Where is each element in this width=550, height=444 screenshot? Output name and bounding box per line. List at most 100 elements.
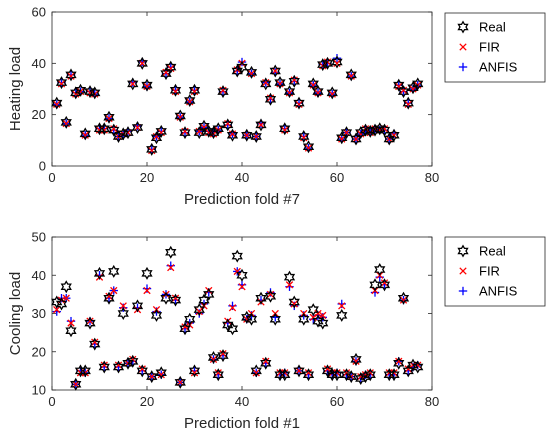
point-fir — [228, 304, 237, 312]
x-tick-label: 60 — [330, 170, 344, 185]
point-fir — [309, 313, 317, 321]
point-fir — [114, 361, 123, 369]
point-fir — [53, 306, 61, 314]
x-tick-label: 80 — [425, 394, 439, 409]
data-points — [51, 246, 423, 391]
point-fir — [290, 300, 298, 308]
x-tick-label: 0 — [48, 170, 55, 185]
point-fir — [105, 114, 113, 123]
point-fir — [72, 90, 80, 98]
point-fir — [404, 100, 412, 109]
legend: Real FIR ANFIS — [444, 12, 546, 83]
legend-label: FIR — [479, 264, 500, 279]
y-tick-label: 40 — [32, 56, 46, 71]
point-fir — [304, 369, 313, 377]
point-fir — [233, 267, 241, 276]
y-tick-label: 40 — [32, 268, 46, 283]
y-tick-label: 20 — [32, 107, 46, 122]
point-fir — [224, 119, 232, 128]
point-fir — [247, 69, 256, 78]
point-fir — [181, 127, 189, 136]
y-axis-label: Cooling load — [7, 272, 24, 355]
plot-area — [51, 11, 433, 167]
point-fir — [91, 338, 99, 346]
point-fir — [205, 286, 213, 295]
point-fir — [190, 369, 199, 377]
legend-marker-x — [459, 267, 467, 275]
y-tick-label: 0 — [39, 159, 46, 174]
point-fir — [209, 355, 218, 364]
point-fir — [395, 357, 403, 365]
point-fir — [309, 81, 317, 89]
point-fir — [328, 90, 336, 98]
point-fir — [167, 263, 175, 272]
point-fir — [176, 113, 184, 121]
y-tick-label: 20 — [32, 344, 46, 359]
point-fir — [314, 89, 322, 97]
point-fir — [338, 135, 346, 143]
point-fir — [224, 317, 232, 325]
legend-marker-+ — [458, 286, 468, 296]
point-fir — [399, 296, 408, 304]
point-fir — [238, 59, 246, 67]
point-fir — [380, 279, 389, 287]
x-axis-label: Prediction fold #1 — [184, 415, 300, 432]
point-fir — [195, 307, 203, 316]
point-fir — [319, 311, 327, 320]
point-fir — [186, 98, 194, 106]
y-axis-label: Heating load — [7, 47, 24, 131]
legend-marker-+ — [458, 62, 468, 72]
point-fir — [100, 126, 108, 134]
point-fir — [190, 87, 199, 96]
y-tick-label: 50 — [32, 230, 46, 245]
point-fir — [171, 294, 180, 302]
chart-panel-1: 0 20 40 60 80 0 20 40 60 Prediction fold #7 Heatin… — [7, 5, 546, 208]
point-fir — [81, 131, 89, 139]
point-anfis — [332, 54, 342, 63]
point-fir — [262, 78, 270, 87]
x-tick-label: 20 — [140, 394, 154, 409]
point-fir — [281, 126, 289, 134]
y-tick-label: 30 — [32, 306, 46, 321]
point-fir — [295, 100, 303, 109]
legend-label: FIR — [479, 40, 500, 55]
plot-area — [51, 236, 433, 391]
point-fir — [67, 72, 75, 80]
point-fir — [143, 286, 151, 295]
point-fir — [219, 86, 227, 94]
point-fir — [404, 365, 412, 373]
point-fir — [276, 80, 284, 88]
point-fir — [133, 306, 142, 314]
legend: Real FIR ANFIS — [444, 236, 546, 307]
x-tick-label: 0 — [48, 394, 55, 409]
point-fir — [143, 82, 151, 91]
y-tick-label: 10 — [32, 383, 46, 398]
point-fir — [129, 355, 137, 364]
point-fir — [67, 319, 75, 327]
legend-label: ANFIS — [479, 284, 518, 299]
point-fir — [266, 94, 275, 102]
point-fir — [262, 357, 270, 365]
point-fir — [53, 100, 61, 109]
point-fir — [314, 309, 322, 318]
point-fir — [352, 357, 360, 365]
point-fir — [162, 290, 170, 299]
point-fir — [257, 298, 265, 306]
point-fir — [323, 365, 332, 373]
point-fir — [110, 125, 118, 133]
legend-label: ANFIS — [479, 60, 518, 75]
point-fir — [62, 294, 70, 302]
point-fir — [228, 130, 237, 138]
point-fir — [148, 146, 156, 155]
legend-label: Real — [479, 244, 506, 259]
point-fir — [285, 89, 294, 97]
point-fir — [119, 302, 127, 310]
data-points — [51, 54, 423, 156]
point-fir — [95, 273, 104, 281]
point-fir — [290, 76, 298, 84]
point-fir — [338, 302, 346, 310]
point-fir — [86, 317, 94, 325]
point-fir — [57, 80, 66, 88]
legend-label: Real — [479, 20, 506, 35]
